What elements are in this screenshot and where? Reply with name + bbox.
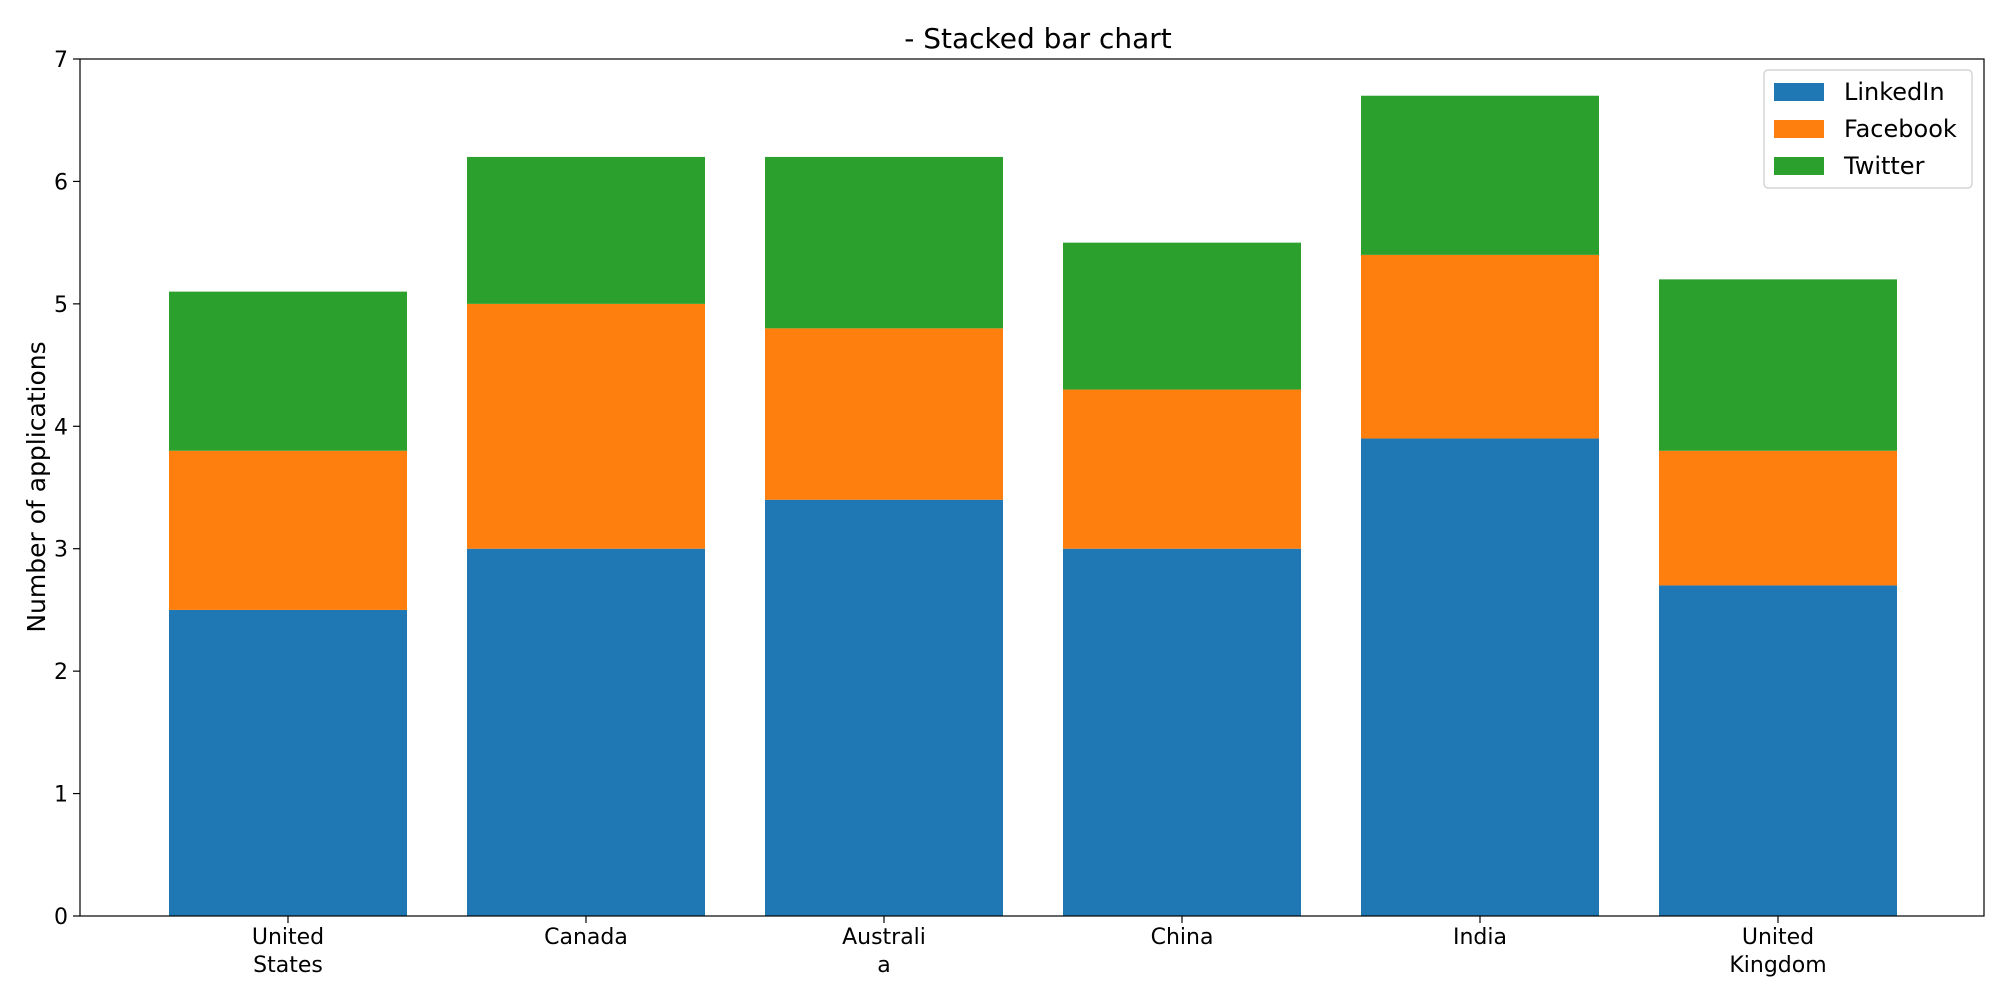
bar-linkedin-2 <box>765 499 1003 916</box>
bar-linkedin-3 <box>1063 548 1301 916</box>
legend-label-twitter: Twitter <box>1843 152 1925 180</box>
bar-facebook-3 <box>1063 389 1301 549</box>
y-tick-label: 7 <box>54 48 68 73</box>
y-tick-label: 2 <box>54 660 68 685</box>
bar-facebook-5 <box>1659 450 1897 586</box>
legend-swatch-linkedin <box>1774 83 1824 101</box>
y-tick-label: 0 <box>54 905 68 930</box>
y-axis: 0 1 2 3 4 5 6 7 <box>54 48 80 930</box>
bar-twitter-2 <box>765 156 1003 329</box>
y-tick-label: 1 <box>54 783 68 808</box>
x-tick-label: India <box>1453 925 1507 950</box>
bar-twitter-0 <box>169 291 407 451</box>
legend: LinkedIn Facebook Twitter <box>1763 69 1973 189</box>
bar-twitter-4 <box>1361 95 1599 255</box>
bar-facebook-0 <box>169 450 407 610</box>
legend-label-facebook: Facebook <box>1844 115 1957 143</box>
bar-twitter-3 <box>1063 242 1301 390</box>
y-tick-label: 5 <box>54 293 68 318</box>
y-axis-label: Number of applications <box>22 341 51 632</box>
x-tick-label: Australi a <box>842 925 926 978</box>
y-tick-label: 6 <box>54 170 68 195</box>
legend-label-linkedin: LinkedIn <box>1844 78 1945 106</box>
plot-frame <box>79 58 1985 917</box>
bar-linkedin-4 <box>1361 438 1599 916</box>
x-tick-label: Canada <box>544 925 628 950</box>
bar-facebook-1 <box>467 303 705 549</box>
bar-facebook-2 <box>765 328 1003 500</box>
x-axis: United States Canada Australi a China India Uni… <box>252 916 1827 978</box>
y-tick-label: 4 <box>54 415 68 440</box>
bar-twitter-1 <box>467 156 705 304</box>
y-tick-label: 3 <box>54 538 68 563</box>
x-tick-label: China <box>1151 925 1214 950</box>
bar-linkedin-1 <box>467 548 705 916</box>
x-tick-label: United States <box>252 925 324 978</box>
legend-swatch-twitter <box>1774 157 1824 175</box>
legend-swatch-facebook <box>1774 120 1824 138</box>
bar-linkedin-0 <box>169 609 407 916</box>
bar-linkedin-5 <box>1659 585 1897 916</box>
bar-twitter-5 <box>1659 279 1897 451</box>
chart-title: - Stacked bar chart <box>904 22 1172 55</box>
x-tick-label: United Kingdom <box>1729 925 1826 978</box>
bars-group <box>169 95 1897 916</box>
bar-facebook-4 <box>1361 254 1599 439</box>
